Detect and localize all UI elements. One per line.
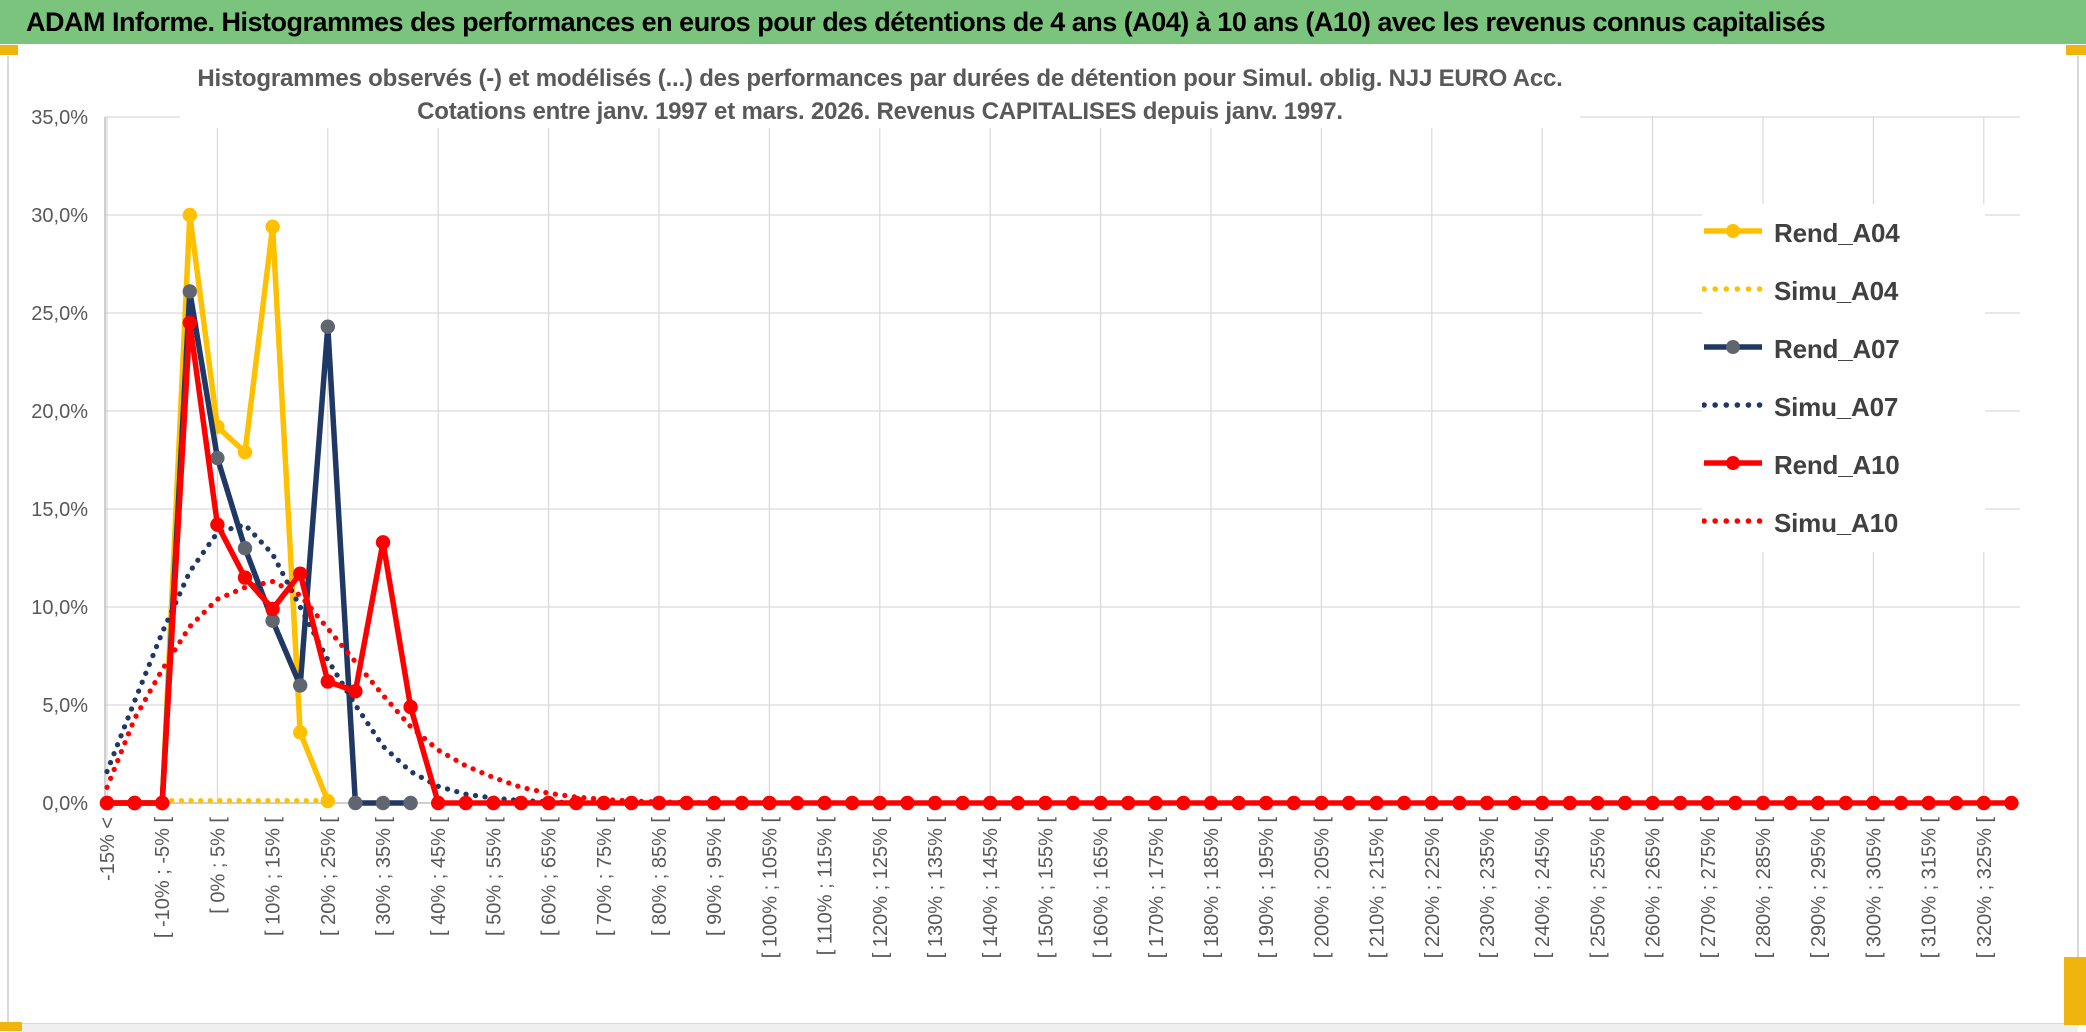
legend-item-label: Rend_A04 xyxy=(1774,217,1900,248)
legend-dotted-line-icon xyxy=(1701,395,1765,420)
bottom-left-gold-accent xyxy=(0,1022,22,1031)
svg-text:5,0%: 5,0% xyxy=(42,695,88,717)
bottom-right-gold-accent xyxy=(2064,957,2086,1025)
svg-text:[ 180% ; 185% [: [ 180% ; 185% [ xyxy=(1201,817,1223,959)
svg-text:[ 50% ; 55% [: [ 50% ; 55% [ xyxy=(483,817,505,936)
svg-text:[ 290% ; 295% [: [ 290% ; 295% [ xyxy=(1808,817,1830,959)
chart-title: Histogrammes observés (-) et modélisés (… xyxy=(180,62,1580,128)
svg-text:[ 220% ; 225% [: [ 220% ; 225% [ xyxy=(1422,817,1444,959)
legend-line-marker-icon xyxy=(1702,337,1764,362)
svg-text:[ 10% ; 15% [: [ 10% ; 15% [ xyxy=(263,817,285,936)
page-title: ADAM Informe. Histogrammes des performan… xyxy=(26,6,1826,37)
chart-legend: Rend_A04 Simu_A04 Rend_A07 Simu_A07 Rend… xyxy=(1701,204,1985,552)
svg-text:[ 260% ; 265% [: [ 260% ; 265% [ xyxy=(1643,817,1665,959)
top-right-gold-accent xyxy=(2066,45,2086,55)
svg-text:[ 200% ; 205% [: [ 200% ; 205% [ xyxy=(1311,817,1333,959)
svg-text:[ 240% ; 245% [: [ 240% ; 245% [ xyxy=(1532,817,1554,959)
bottom-strip xyxy=(8,1023,2078,1032)
svg-text:35,0%: 35,0% xyxy=(31,107,88,129)
legend-item-simu-a10: Simu_A10 xyxy=(1701,494,1985,552)
svg-text:[ 160% ; 165% [: [ 160% ; 165% [ xyxy=(1091,817,1113,959)
chart-title-line-2: Cotations entre janv. 1997 et mars. 2026… xyxy=(417,98,1343,125)
svg-text:[ 270% ; 275% [: [ 270% ; 275% [ xyxy=(1698,817,1720,959)
legend-item-label: Simu_A07 xyxy=(1774,391,1899,422)
chart-title-line-1: Histogrammes observés (-) et modélisés (… xyxy=(197,65,1563,92)
svg-text:[ 120% ; 125% [: [ 120% ; 125% [ xyxy=(870,817,892,959)
legend-line-marker-icon xyxy=(1702,221,1764,246)
legend-item-label: Rend_A10 xyxy=(1774,449,1900,480)
legend-item-rend-a04: Rend_A04 xyxy=(1702,204,1985,262)
svg-text:[ -10% ; -5% [: [ -10% ; -5% [ xyxy=(152,817,174,939)
legend-line-marker-icon xyxy=(1702,453,1764,478)
svg-text:[ 40% ; 45% [: [ 40% ; 45% [ xyxy=(428,817,450,936)
svg-text:[ 280% ; 285% [: [ 280% ; 285% [ xyxy=(1753,817,1775,959)
top-left-gold-accent xyxy=(0,45,18,55)
svg-text:[ 60% ; 65% [: [ 60% ; 65% [ xyxy=(539,817,561,936)
legend-item-rend-a07: Rend_A07 xyxy=(1702,320,1985,378)
legend-dotted-line-icon xyxy=(1701,511,1765,536)
svg-text:[ 140% ; 145% [: [ 140% ; 145% [ xyxy=(980,817,1002,959)
svg-text:[ 90% ; 95% [: [ 90% ; 95% [ xyxy=(704,817,726,936)
page-border-left xyxy=(7,56,9,1026)
svg-text:[ 100% ; 105% [: [ 100% ; 105% [ xyxy=(759,817,781,959)
legend-item-simu-a07: Simu_A07 xyxy=(1701,378,1985,436)
svg-text:[ 190% ; 195% [: [ 190% ; 195% [ xyxy=(1256,817,1278,959)
svg-text:25,0%: 25,0% xyxy=(31,303,88,325)
legend-item-label: Simu_A04 xyxy=(1774,275,1899,306)
header-bar: ADAM Informe. Histogrammes des performan… xyxy=(0,0,2086,44)
svg-text:[ 320% ; 325% [: [ 320% ; 325% [ xyxy=(1974,817,1996,959)
svg-text:[ 230% ; 235% [: [ 230% ; 235% [ xyxy=(1477,817,1499,959)
svg-text:[ 150% ; 155% [: [ 150% ; 155% [ xyxy=(1035,817,1057,959)
svg-text:[ 170% ; 175% [: [ 170% ; 175% [ xyxy=(1146,817,1168,959)
svg-text:[ 80% ; 85% [: [ 80% ; 85% [ xyxy=(649,817,671,936)
svg-text:[ 0% ; 5% [: [ 0% ; 5% [ xyxy=(207,817,229,914)
legend-item-rend-a10: Rend_A10 xyxy=(1702,436,1985,494)
legend-item-simu-a04: Simu_A04 xyxy=(1701,262,1985,320)
svg-text:15,0%: 15,0% xyxy=(31,499,88,521)
svg-text:20,0%: 20,0% xyxy=(31,401,88,423)
page-border-right xyxy=(2077,56,2079,1026)
svg-text:[ 310% ; 315% [: [ 310% ; 315% [ xyxy=(1919,817,1941,959)
svg-text:[ 250% ; 255% [: [ 250% ; 255% [ xyxy=(1587,817,1609,959)
svg-text:[ 70% ; 75% [: [ 70% ; 75% [ xyxy=(594,817,616,936)
legend-dotted-line-icon xyxy=(1701,279,1765,304)
svg-text:[ 210% ; 215% [: [ 210% ; 215% [ xyxy=(1367,817,1389,959)
svg-text:[ 30% ; 35% [: [ 30% ; 35% [ xyxy=(373,817,395,936)
svg-text:[ 110% ; 115% [: [ 110% ; 115% [ xyxy=(815,817,837,956)
svg-text:30,0%: 30,0% xyxy=(31,205,88,227)
svg-text:[ 20% ; 25% [: [ 20% ; 25% [ xyxy=(318,817,340,936)
svg-text:[ 130% ; 135% [: [ 130% ; 135% [ xyxy=(925,817,947,959)
svg-text:[ 300% ; 305% [: [ 300% ; 305% [ xyxy=(1863,817,1885,959)
svg-text:10,0%: 10,0% xyxy=(31,597,88,619)
svg-text:-15% <: -15% < xyxy=(97,817,119,881)
legend-item-label: Rend_A07 xyxy=(1774,333,1900,364)
svg-text:0,0%: 0,0% xyxy=(42,793,88,815)
legend-item-label: Simu_A10 xyxy=(1774,507,1899,538)
